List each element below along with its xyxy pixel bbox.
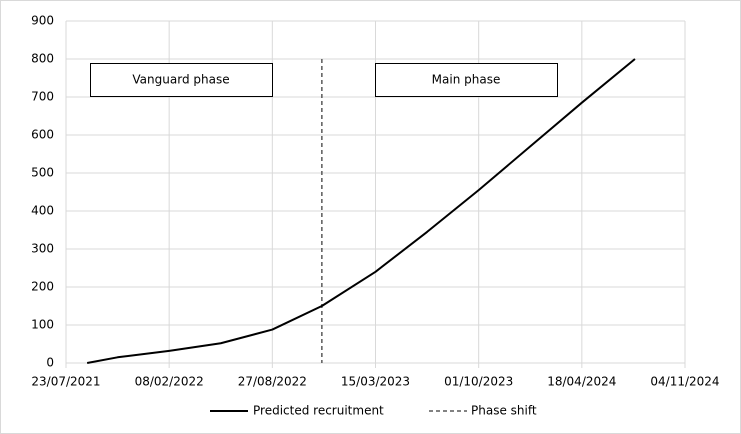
x-tick-label: 01/10/2023 bbox=[444, 375, 513, 389]
annotation: Main phase bbox=[432, 73, 501, 87]
legend-label: Phase shift bbox=[471, 404, 537, 418]
y-tick-label: 800 bbox=[31, 52, 54, 66]
y-tick-label: 400 bbox=[31, 204, 54, 218]
y-tick-label: 900 bbox=[31, 14, 54, 28]
x-tick-label: 08/02/2022 bbox=[135, 375, 204, 389]
y-tick-label: 300 bbox=[31, 242, 54, 256]
y-tick-label: 600 bbox=[31, 128, 54, 142]
x-tick-label: 15/03/2023 bbox=[341, 375, 410, 389]
y-tick-label: 700 bbox=[31, 90, 54, 104]
y-tick-label: 100 bbox=[31, 318, 54, 332]
y-tick-label: 500 bbox=[31, 166, 54, 180]
y-tick-label: 0 bbox=[46, 356, 54, 370]
annotation-box bbox=[375, 63, 558, 97]
x-tick-label: 04/11/2024 bbox=[650, 375, 719, 389]
y-tick-label: 200 bbox=[31, 280, 54, 294]
annotation: Vanguard phase bbox=[132, 73, 229, 87]
x-tick-label: 18/04/2024 bbox=[547, 375, 616, 389]
x-tick-label: 23/07/2021 bbox=[31, 375, 100, 389]
x-tick-label: 27/08/2022 bbox=[238, 375, 307, 389]
legend-label: Predicted recruitment bbox=[253, 404, 384, 418]
annotation-box bbox=[90, 63, 273, 97]
line-series bbox=[86, 58, 636, 364]
